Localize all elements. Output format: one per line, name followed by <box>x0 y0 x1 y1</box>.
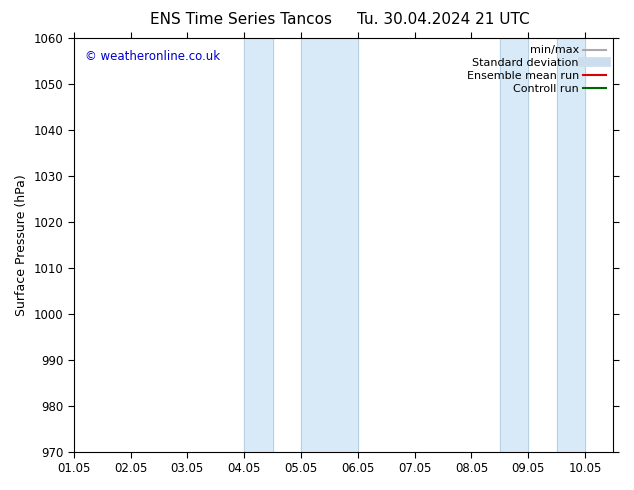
Bar <box>557 38 585 452</box>
Bar <box>244 38 273 452</box>
Text: Tu. 30.04.2024 21 UTC: Tu. 30.04.2024 21 UTC <box>358 12 530 27</box>
Bar <box>301 38 358 452</box>
Y-axis label: Surface Pressure (hPa): Surface Pressure (hPa) <box>15 174 28 316</box>
Text: ENS Time Series Tancos: ENS Time Series Tancos <box>150 12 332 27</box>
Bar <box>500 38 528 452</box>
Text: © weatheronline.co.uk: © weatheronline.co.uk <box>84 50 219 63</box>
Legend: min/max, Standard deviation, Ensemble mean run, Controll run: min/max, Standard deviation, Ensemble me… <box>465 43 608 96</box>
